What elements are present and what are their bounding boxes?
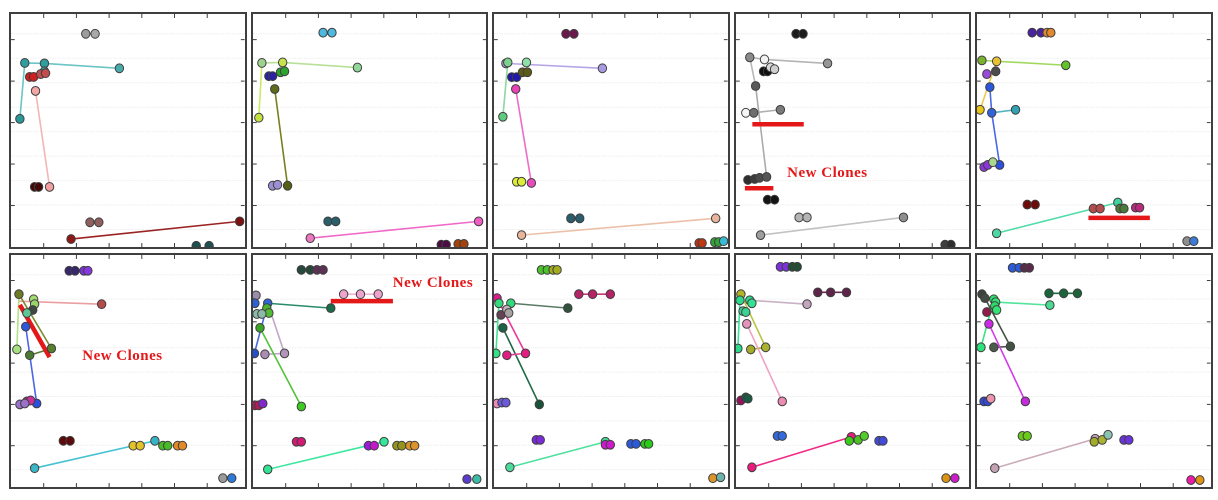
new-clones-label: New Clones <box>787 164 868 181</box>
subplot-8 <box>492 253 730 489</box>
subplot-5 <box>975 12 1213 249</box>
subplot-6: New Clones <box>9 253 247 489</box>
subplot-4: New Clones <box>733 12 972 249</box>
new-clones-label: New Clones <box>392 274 474 291</box>
new-clones-label: New Clones <box>82 347 163 364</box>
subplot-3 <box>492 12 730 249</box>
subplot-9 <box>733 253 972 489</box>
subplot-1 <box>9 12 247 249</box>
subplot-7: New Clones <box>250 253 489 489</box>
subplot-row-1: New Clones <box>9 12 1213 249</box>
subplot-10 <box>975 253 1213 489</box>
subplot-2 <box>250 12 489 249</box>
subplot-row-2: New Clones New Clones <box>9 253 1213 489</box>
